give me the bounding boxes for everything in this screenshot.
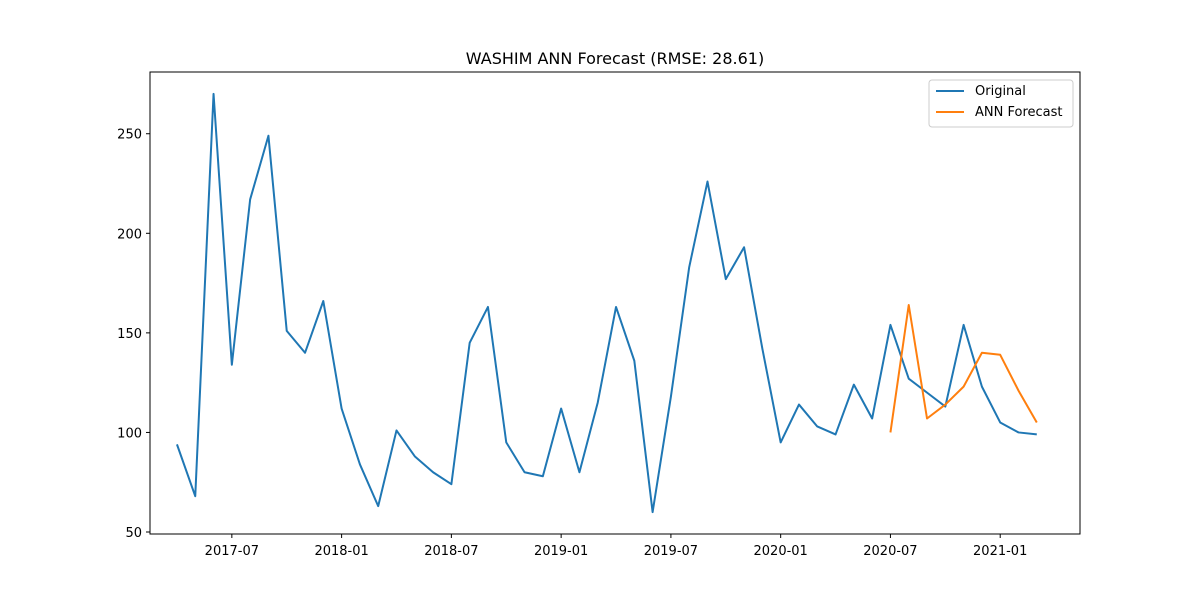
x-tick-label: 2020-01: [754, 544, 808, 559]
legend-box: [928, 79, 1074, 128]
legend-label-original: Original: [975, 84, 1026, 99]
x-tick-label: 2021-01: [973, 544, 1027, 559]
x-tick-label: 2020-07: [863, 544, 917, 559]
x-tick-label: 2018-01: [314, 544, 368, 559]
legend: Original ANN Forecast: [928, 79, 1074, 128]
y-tick-label: 150: [117, 327, 142, 342]
legend-label-ann-forecast: ANN Forecast: [975, 105, 1062, 120]
series-line-original: [176, 92, 1037, 514]
x-tick-label: 2017-07: [205, 544, 259, 559]
y-tick-label: 50: [125, 526, 142, 541]
x-tick-label: 2019-07: [644, 544, 698, 559]
y-axis: 50 100 150 200 250: [117, 128, 150, 541]
series-line-ann-forecast: [889, 303, 1038, 433]
y-tick-label: 200: [117, 227, 142, 242]
chart-title: WASHIM ANN Forecast (RMSE: 28.61): [466, 49, 764, 68]
plot-lines: [176, 92, 1038, 514]
x-tick-label: 2019-01: [534, 544, 588, 559]
y-tick-label: 250: [117, 128, 142, 143]
x-axis: 2017-07 2018-01 2018-07 2019-01 2019-07 2020-…: [205, 534, 1027, 559]
y-tick-label: 100: [117, 426, 142, 441]
plot-frame: [149, 71, 1081, 535]
x-tick-label: 2018-07: [424, 544, 478, 559]
